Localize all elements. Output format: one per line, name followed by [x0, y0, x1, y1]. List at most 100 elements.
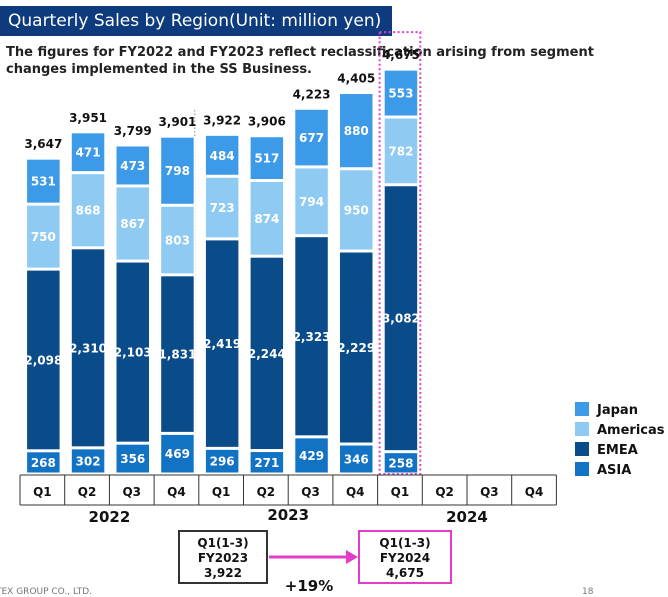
data-label-americas-9: 782 [388, 144, 413, 158]
total-label-9: 4,675 [382, 48, 420, 62]
data-label-emea-5: 2,419 [203, 337, 241, 351]
legend-swatch-americas [575, 422, 589, 436]
data-label-asia-2: 302 [76, 454, 101, 468]
tick-label-11: Q3 [480, 485, 499, 499]
bar-japan-4 [159, 136, 196, 206]
data-label-americas-5: 723 [210, 201, 235, 215]
bar-asia-7 [293, 436, 330, 475]
data-label-japan-7: 677 [299, 131, 324, 145]
total-label-6: 3,906 [248, 115, 286, 129]
footer-company: TEX GROUP CO., LTD. [0, 587, 93, 597]
bar-americas-7 [293, 166, 330, 236]
bar-japan-2 [70, 131, 106, 173]
data-label-asia-1: 268 [31, 456, 56, 470]
bar-asia-5 [204, 448, 240, 474]
tick-label-5: Q1 [212, 485, 231, 499]
tick-label-9: Q1 [391, 485, 410, 499]
bar-americas-5 [204, 176, 240, 239]
data-label-japan-3: 473 [120, 159, 145, 173]
data-label-asia-5: 296 [210, 455, 235, 469]
bar-emea-7 [293, 235, 330, 437]
bar-americas-9 [383, 117, 419, 185]
comparison-fy2023-box [178, 530, 268, 584]
comparison-arrow-head [346, 550, 358, 564]
data-label-japan-4: 798 [165, 164, 190, 178]
bar-emea-8 [338, 251, 374, 445]
bar-japan-7 [293, 108, 330, 167]
comparison-fy2023-line-1: Q1(1-3) [197, 536, 248, 550]
bar-japan-3 [115, 145, 151, 186]
bar-emea-1 [25, 269, 62, 451]
data-label-japan-9: 553 [388, 87, 413, 101]
legend-label-asia: ASIA [597, 463, 631, 478]
legend-label-japan: Japan [596, 403, 638, 418]
tick-label-2: Q2 [78, 485, 97, 499]
data-label-emea-2: 2,310 [69, 341, 107, 355]
page-number: 18 [582, 587, 594, 597]
bar-japan-6 [249, 135, 285, 181]
total-label-8: 4,405 [337, 72, 375, 86]
data-label-emea-3: 2,103 [114, 346, 152, 360]
data-label-emea-4: 1,831 [158, 348, 196, 362]
total-label-7: 4,223 [293, 87, 331, 101]
tick-label-4: Q4 [167, 485, 186, 499]
data-label-americas-2: 868 [76, 204, 101, 218]
year-label-2024: 2024 [446, 508, 488, 526]
bar-asia-4 [159, 433, 196, 475]
bar-americas-3 [115, 185, 151, 262]
year-label-2023: 2023 [267, 506, 309, 524]
total-label-2: 3,951 [69, 111, 107, 125]
current-quarter-highlight [378, 31, 422, 476]
data-label-asia-7: 429 [299, 449, 324, 463]
bar-emea-9 [383, 184, 419, 452]
data-label-japan-8: 880 [344, 124, 369, 138]
tick-label-3: Q3 [122, 485, 141, 499]
data-label-americas-3: 867 [120, 217, 145, 231]
bar-emea-3 [115, 261, 151, 444]
tick-label-7: Q3 [301, 485, 320, 499]
bar-asia-6 [249, 450, 285, 475]
tick-label-12: Q4 [525, 485, 544, 499]
bar-japan-5 [204, 134, 240, 177]
legend-swatch-japan [575, 402, 589, 416]
total-label-4: 3,901 [158, 115, 196, 129]
total-label-3: 3,799 [114, 124, 152, 138]
total-label-5: 3,922 [203, 113, 241, 127]
comparison-fy2024-line-3: 4,675 [386, 566, 424, 580]
comparison-fy2024-line-2: FY2024 [380, 551, 430, 565]
bar-americas-1 [25, 204, 62, 270]
bar-asia-3 [115, 443, 151, 475]
data-label-americas-4: 803 [165, 234, 190, 248]
year-label-2022: 2022 [89, 508, 131, 526]
bar-americas-8 [338, 168, 374, 252]
tick-label-8: Q4 [346, 485, 365, 499]
reclassification-note: The figures for FY2022 and FY2023 reflec… [6, 45, 594, 77]
data-label-asia-9: 258 [388, 456, 413, 470]
data-label-asia-6: 271 [254, 456, 279, 470]
bar-asia-2 [70, 447, 106, 475]
data-label-americas-8: 950 [344, 203, 369, 217]
growth-label: +19% [285, 577, 333, 595]
data-label-japan-5: 484 [210, 149, 235, 163]
data-label-emea-1: 2,098 [24, 353, 62, 367]
bar-americas-2 [70, 172, 106, 248]
bar-japan-8 [338, 92, 374, 169]
comparison-fy2024-line-1: Q1(1-3) [379, 536, 430, 550]
data-label-asia-3: 356 [120, 452, 145, 466]
bar-emea-4 [159, 274, 196, 434]
bar-japan-9 [383, 69, 419, 118]
comparison-fy2023-line-2: FY2023 [198, 551, 248, 565]
data-label-asia-4: 469 [165, 447, 190, 461]
comparison-fy2023-line-3: 3,922 [204, 566, 242, 580]
data-label-japan-2: 471 [76, 146, 101, 160]
legend-label-americas: Americas [597, 423, 665, 438]
data-label-americas-1: 750 [31, 230, 56, 244]
legend-label-emea: EMEA [597, 443, 638, 458]
total-label-1: 3,647 [24, 137, 62, 151]
legend-swatch-asia [575, 462, 589, 476]
data-label-emea-9: 3,082 [382, 312, 420, 326]
bar-asia-9 [383, 451, 419, 474]
chart-title: Quarterly Sales by Region(Unit: million … [0, 6, 392, 36]
bar-emea-6 [249, 256, 285, 451]
